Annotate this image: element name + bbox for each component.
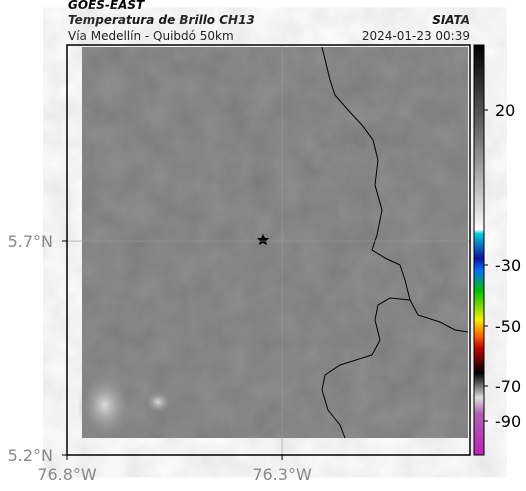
colorbar-tick-label: -50 bbox=[495, 317, 521, 336]
lat-tick-label: 5.7°N bbox=[8, 232, 53, 251]
timestamp: 2024-01-23 00:39 bbox=[362, 29, 470, 43]
lat-tick-label: 5.2°N bbox=[8, 446, 53, 465]
subtitle: Vía Medellín - Quibdó 50km bbox=[68, 29, 234, 43]
lon-tick-label: 76.8°W bbox=[37, 465, 97, 484]
map-image bbox=[77, 46, 469, 440]
colorbar-tick-label: -90 bbox=[495, 412, 521, 431]
colorbar-tick-label: -30 bbox=[495, 256, 521, 275]
source: GOES-EAST bbox=[68, 0, 145, 12]
colorbar-tick-label: -70 bbox=[495, 377, 521, 396]
colorbar bbox=[473, 44, 485, 456]
colorbar-tick-label: 20 bbox=[495, 101, 515, 120]
lon-tick-label: 76.3°W bbox=[252, 465, 312, 484]
agency: SIATA bbox=[432, 13, 470, 27]
map-frame bbox=[66, 44, 471, 456]
title: Temperatura de Brillo CH13 bbox=[68, 13, 255, 27]
